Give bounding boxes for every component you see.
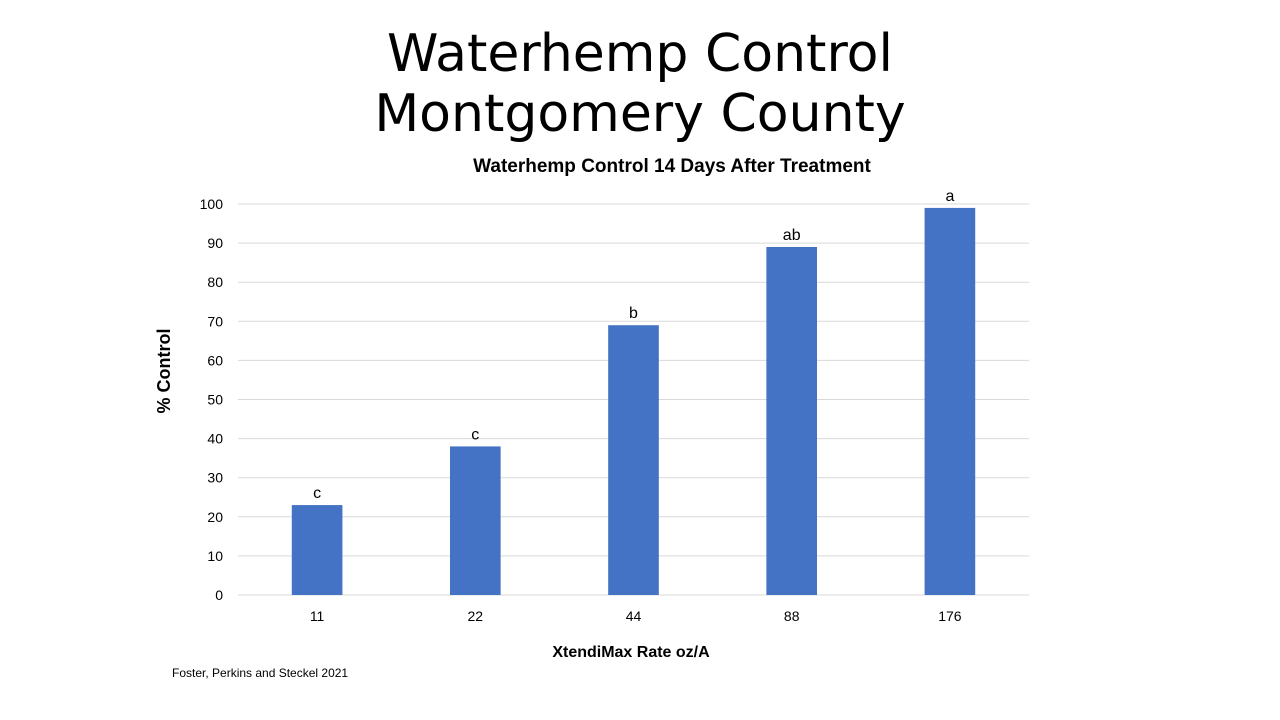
y-tick-label: 80 [207,274,223,290]
y-tick-label: 30 [207,470,223,486]
bar-22 [449,446,501,595]
y-tick-label: 20 [207,509,223,525]
x-axis-label: XtendiMax Rate oz/A [552,644,710,661]
x-tick-label: 176 [938,608,962,624]
bar-88 [766,247,818,595]
slide-title-line-1: Waterhemp Control [387,24,893,84]
bar-11 [291,505,343,595]
data-label: c [471,426,479,443]
chart-title: Waterhemp Control 14 Days After Treatmen… [473,156,871,177]
slide-title: Waterhemp Control Montgomery County [0,24,1280,144]
slide-title-line-2: Montgomery County [374,84,906,144]
y-tick-label: 60 [207,352,223,368]
data-label: ab [783,227,801,244]
y-axis-ticks: 0 10 20 30 40 50 60 70 80 90 100 [200,196,224,603]
bars [291,207,976,595]
data-labels: c c b ab a [313,188,954,502]
y-tick-label: 70 [207,313,223,329]
data-label: a [945,188,954,205]
y-tick-label: 40 [207,431,223,447]
x-tick-label: 88 [784,608,800,624]
y-tick-label: 100 [200,196,224,212]
y-tick-label: 10 [207,548,223,564]
bar-44 [608,325,659,595]
x-tick-label: 22 [468,608,484,624]
data-label: c [313,485,321,502]
source-note: Foster, Perkins and Steckel 2021 [172,666,349,680]
bar-176 [924,207,976,595]
y-tick-label: 90 [207,235,223,251]
y-axis-label: % Control [154,329,174,414]
y-tick-label: 50 [207,392,223,408]
data-label: b [629,305,638,322]
x-tick-label: 11 [310,608,325,624]
x-tick-label: 44 [626,608,642,624]
y-tick-label: 0 [215,587,223,603]
x-axis-ticks: 11 22 44 88 176 [310,608,962,624]
